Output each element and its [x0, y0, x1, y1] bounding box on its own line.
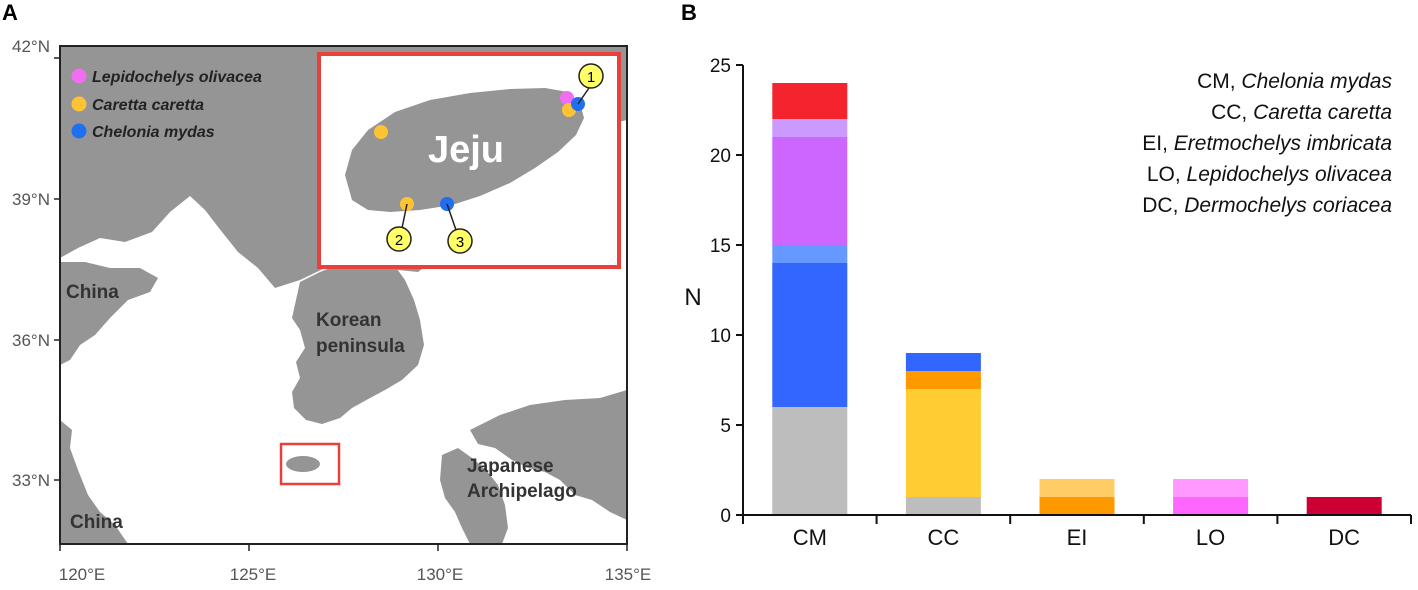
species-name: Dermochelys coriacea — [1184, 194, 1392, 217]
place-china-north: China — [66, 282, 119, 303]
map-frame — [59, 45, 628, 545]
x-tick-label-cc: CC — [928, 525, 960, 550]
map-lat-axis: 42°N 39°N 36°N 33°N — [12, 37, 60, 490]
x-axis-ticks: CM CC EI LO DC — [742, 515, 1412, 550]
map-area: Jeju Lepidochelys olivacea Caretta caret… — [59, 45, 628, 545]
land-korea — [292, 258, 424, 424]
species-legend-entry-1: CM, Chelonia mydas — [1197, 70, 1392, 93]
site-markers: 1 2 3 — [374, 63, 604, 254]
site-2-number: 2 — [395, 232, 403, 249]
species-abbr: CC, — [1211, 101, 1253, 124]
y-tick-label-0: 0 — [720, 506, 731, 527]
stacked-bar-chart: 0 5 10 15 20 25 CM CC EI LO DC N CM, Chelonia myd… — [684, 56, 1412, 550]
site-1-badge — [578, 63, 604, 89]
lon-tick-135: 135°E — [605, 565, 652, 584]
jeju-locator-frame — [279, 442, 341, 486]
lat-tick-39: 39°N — [12, 190, 50, 209]
site-marker-caretta-west — [374, 125, 388, 139]
species-abbr: CM, — [1197, 70, 1241, 93]
bar-segment-cm-5 — [772, 119, 848, 137]
bar-segment-lo-1 — [1173, 497, 1249, 515]
bar-segment-ei-1 — [1039, 497, 1115, 515]
species-legend: CM, Chelonia mydas CC, Caretta caretta EI,… — [1142, 70, 1392, 217]
inset-jeju-island — [345, 88, 584, 212]
lat-tick-36: 36°N — [12, 331, 50, 350]
y-tick-label-25: 25 — [710, 56, 731, 77]
site-3-number: 3 — [456, 234, 464, 251]
species-legend-entry-5: DC, Dermochelys coriacea — [1142, 194, 1392, 217]
site-3-leader — [446, 203, 457, 231]
lon-tick-130: 130°E — [417, 565, 464, 584]
species-legend-entry-3: EI, Eretmochelys imbricata — [1142, 132, 1392, 155]
place-japan-line1: Japanese — [467, 456, 554, 477]
x-tick-label-ei: EI — [1067, 525, 1088, 550]
x-tick-label-cm: CM — [793, 525, 827, 550]
species-name: Lepidochelys olivacea — [1187, 163, 1392, 186]
y-axis-ticks: 0 5 10 15 20 25 — [710, 56, 743, 527]
species-legend-entry-4: LO, Lepidochelys olivacea — [1147, 163, 1392, 186]
land-jeju-small — [286, 456, 320, 472]
bar-segment-cc-3 — [905, 371, 981, 389]
legend-olivacea-label: Lepidochelys olivacea — [92, 69, 262, 86]
species-abbr: DC, — [1142, 194, 1184, 217]
land-china-south — [60, 420, 128, 544]
legend-mydas-dot — [71, 123, 87, 139]
land-honshu — [470, 390, 627, 520]
place-korea-line2: peninsula — [316, 336, 405, 357]
site-2-leader — [401, 203, 408, 229]
species-name: Eretmochelys imbricata — [1174, 132, 1392, 155]
bar-segment-ei-2 — [1039, 479, 1115, 497]
legend-caretta-dot — [71, 96, 87, 112]
bar-segment-cc-2 — [905, 389, 981, 497]
y-tick-label-10: 10 — [710, 326, 731, 347]
land-shandong — [60, 262, 158, 365]
species-name: Chelonia mydas — [1241, 70, 1392, 93]
species-legend-entry-2: CC, Caretta caretta — [1211, 101, 1392, 124]
legend-olivacea-dot — [71, 68, 87, 84]
place-japan-line2: Archipelago — [467, 481, 577, 502]
site-marker-olivacea — [560, 91, 574, 105]
panel-a-label: A — [2, 0, 18, 25]
place-china-south: China — [70, 512, 123, 533]
bar-segment-lo-2 — [1173, 479, 1249, 497]
bar-segment-dc-1 — [1306, 497, 1382, 515]
legend-caretta-label: Caretta caretta — [92, 97, 204, 114]
x-tick-label-dc: DC — [1328, 525, 1360, 550]
legend-mydas-label: Chelonia mydas — [92, 124, 215, 141]
site-1-number: 1 — [587, 69, 595, 86]
site-1-leader — [577, 87, 590, 105]
site-3-badge — [447, 228, 473, 254]
lat-tick-33: 33°N — [12, 471, 50, 490]
species-name: Caretta caretta — [1253, 101, 1392, 124]
y-tick-label-20: 20 — [710, 146, 731, 167]
map-lon-axis: 120°E 125°E 130°E 135°E — [59, 544, 652, 584]
jeju-inset: Jeju — [317, 52, 621, 269]
y-tick-label-15: 15 — [710, 236, 731, 257]
y-axis-label: N — [684, 284, 701, 311]
species-abbr: EI, — [1142, 132, 1174, 155]
inset-title: Jeju — [428, 129, 504, 171]
bar-segment-cm-4 — [772, 137, 848, 245]
bar-segment-cc-4 — [905, 353, 981, 371]
x-tick-label-lo: LO — [1196, 525, 1225, 550]
bar-segment-cm-1 — [772, 407, 848, 515]
bar-segment-cm-2 — [772, 263, 848, 407]
map-legend: Lepidochelys olivacea Caretta caretta Ch… — [71, 68, 262, 141]
bar-stacks — [772, 83, 1382, 515]
lon-tick-125: 125°E — [230, 565, 277, 584]
bar-segment-cc-1 — [905, 497, 981, 515]
species-abbr: LO, — [1147, 163, 1187, 186]
land-kyushu — [440, 448, 508, 544]
site-2-badge — [386, 226, 412, 252]
lon-tick-120: 120°E — [59, 565, 106, 584]
lat-tick-42: 42°N — [12, 37, 50, 56]
bar-segment-cm-3 — [772, 245, 848, 263]
place-korea-line1: Korean — [316, 310, 381, 331]
y-tick-label-5: 5 — [720, 416, 731, 437]
panel-b-label: B — [681, 0, 697, 25]
bar-segment-cm-6 — [772, 83, 848, 119]
